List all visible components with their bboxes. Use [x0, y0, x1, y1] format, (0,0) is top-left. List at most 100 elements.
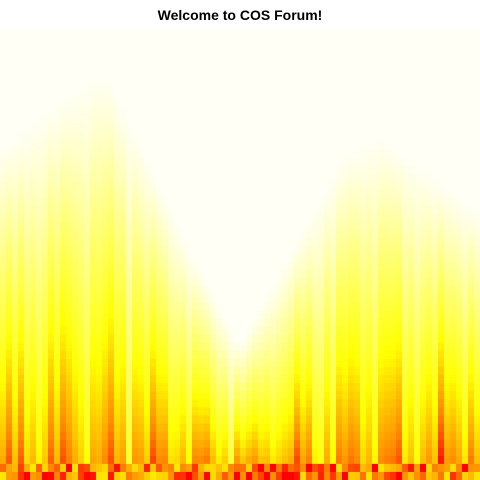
heatmap-cell	[336, 302, 343, 312]
heatmap-cell	[108, 28, 115, 37]
heatmap-cell	[444, 375, 451, 384]
heatmap-cell	[174, 447, 181, 457]
heatmap-cell	[246, 294, 253, 304]
heatmap-cell	[42, 197, 49, 207]
heatmap-cell	[0, 165, 7, 174]
heatmap-cell	[336, 52, 343, 61]
heatmap-cell	[36, 245, 43, 255]
heatmap-cell	[432, 173, 439, 182]
heatmap-cell	[264, 439, 271, 449]
heatmap-cell	[438, 375, 445, 384]
heatmap-cell	[30, 415, 37, 425]
heatmap-cell	[30, 358, 37, 368]
heatmap-cell	[138, 157, 145, 166]
heatmap-cell	[378, 375, 385, 384]
heatmap-cell	[420, 141, 427, 150]
heatmap-cell	[426, 310, 433, 320]
heatmap-cell	[372, 431, 379, 441]
heatmap-cell	[474, 205, 480, 215]
heatmap-cell	[114, 28, 121, 37]
heatmap-cell	[126, 455, 133, 465]
heatmap-cell	[6, 237, 13, 247]
heatmap-cell	[18, 399, 25, 408]
heatmap-cell	[12, 367, 19, 376]
heatmap-cell	[282, 44, 289, 53]
heatmap-cell	[60, 350, 67, 360]
heatmap-cell	[282, 189, 289, 199]
heatmap-cell	[120, 141, 127, 150]
heatmap-cell	[450, 455, 457, 465]
heatmap-cell	[36, 84, 43, 94]
heatmap-cell	[288, 213, 295, 223]
heatmap-cell	[342, 415, 349, 425]
heatmap-cell	[186, 141, 193, 150]
heatmap-cell	[126, 189, 133, 199]
heatmap-cell	[42, 278, 49, 287]
heatmap-cell	[72, 60, 79, 69]
heatmap-cell	[156, 326, 163, 336]
heatmap-cell	[174, 415, 181, 425]
heatmap-cell	[342, 132, 349, 142]
heatmap-cell	[318, 205, 325, 215]
heatmap-cell	[174, 375, 181, 384]
heatmap-cell	[330, 254, 337, 263]
heatmap-cell	[276, 399, 283, 408]
heatmap-cell	[384, 92, 391, 102]
heatmap-cell	[78, 270, 85, 279]
heatmap-cell	[6, 149, 13, 158]
heatmap-cell	[360, 254, 367, 263]
heatmap-cell	[324, 383, 331, 392]
heatmap-cell	[294, 270, 301, 279]
heatmap-cell	[426, 431, 433, 441]
heatmap-cell	[456, 367, 463, 376]
heatmap-cell	[270, 302, 277, 312]
heatmap-cell	[354, 294, 361, 304]
heatmap-cell	[252, 334, 259, 344]
heatmap-cell	[0, 76, 7, 86]
heatmap-cell	[54, 173, 61, 182]
heatmap-cell	[210, 181, 217, 191]
heatmap-cell	[30, 455, 37, 465]
heatmap-cell	[420, 116, 427, 126]
heatmap-cell	[252, 471, 259, 480]
heatmap-cell	[462, 342, 469, 352]
heatmap-cell	[228, 278, 235, 287]
heatmap-cell	[48, 367, 55, 376]
heatmap-cell	[144, 471, 151, 480]
heatmap-cell	[48, 197, 55, 207]
heatmap-cell	[402, 157, 409, 166]
heatmap-cell	[174, 213, 181, 223]
heatmap-cell	[102, 157, 109, 166]
heatmap-cell	[48, 334, 55, 344]
heatmap-cell	[156, 423, 163, 433]
heatmap-cell	[456, 447, 463, 457]
heatmap-cell	[330, 270, 337, 279]
heatmap-cell	[12, 189, 19, 199]
heatmap-cell	[354, 334, 361, 344]
heatmap-cell	[330, 463, 337, 473]
heatmap-cell	[456, 326, 463, 336]
heatmap-cell	[162, 334, 169, 344]
heatmap-cell	[252, 254, 259, 263]
heatmap-cell	[60, 254, 67, 263]
heatmap-cell	[354, 60, 361, 69]
heatmap-cell	[96, 471, 103, 480]
heatmap-cell	[378, 318, 385, 328]
heatmap-cell	[108, 358, 115, 368]
heatmap-cell	[300, 270, 307, 279]
heatmap-cell	[396, 447, 403, 457]
heatmap-cell	[270, 326, 277, 336]
heatmap-cell	[150, 44, 157, 53]
heatmap-cell	[462, 229, 469, 239]
heatmap-cell	[144, 229, 151, 239]
heatmap-cell	[66, 415, 73, 425]
heatmap-cell	[156, 342, 163, 352]
heatmap-cell	[408, 278, 415, 287]
heatmap-cell	[270, 36, 277, 45]
heatmap-cell	[48, 116, 55, 126]
heatmap-cell	[312, 399, 319, 408]
heatmap-cell	[12, 28, 19, 37]
heatmap-cell	[306, 270, 313, 279]
heatmap-cell	[306, 431, 313, 441]
heatmap-cell	[174, 149, 181, 158]
